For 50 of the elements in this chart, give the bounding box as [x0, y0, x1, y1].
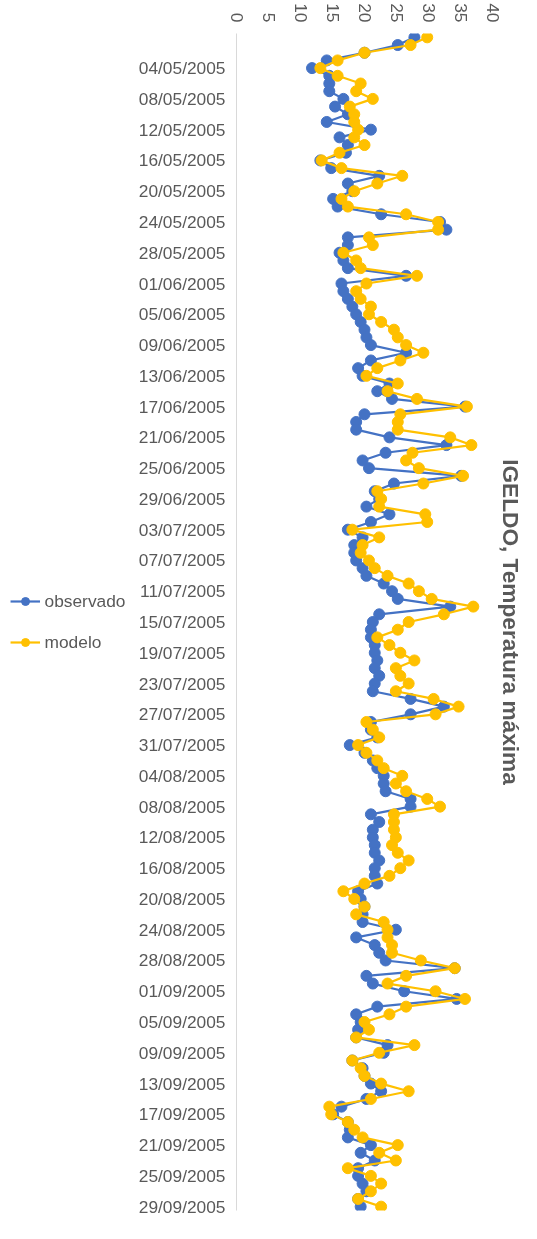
y-tick-label: 20/05/2005	[138, 181, 226, 202]
y-tick-label: 13/06/2005	[138, 365, 226, 386]
text: IGELDO, Temperatura máxima	[497, 459, 524, 786]
y-tick-label: 08/05/2005	[138, 88, 226, 109]
legend-label: observado	[44, 590, 126, 612]
y-tick-label: 17/06/2005	[138, 396, 226, 417]
y-tick-label: 04/05/2005	[138, 58, 226, 79]
y-tick-label: 09/06/2005	[138, 335, 226, 356]
y-tick-label: 12/05/2005	[138, 119, 226, 140]
y-tick-label: 23/07/2005	[138, 673, 226, 694]
y-tick-label: 05/06/2005	[138, 304, 226, 325]
y-tick-label: 15/07/2005	[138, 612, 226, 632]
y-tick-label: 24/05/2005	[138, 211, 226, 232]
y-tick-label: 21/06/2005	[138, 427, 226, 448]
y-tick-label: 01/09/2005	[138, 981, 226, 1002]
x-tick-label: 30	[418, 3, 439, 23]
y-tick-label: 31/07/2005	[138, 735, 226, 756]
y-tick-label: 24/08/2005	[138, 919, 226, 940]
y-tick-label: 08/08/2005	[138, 796, 226, 817]
x-tick-label: 15	[322, 3, 343, 23]
y-tick-label: 03/07/2005	[138, 519, 226, 540]
y-tick-label: 17/09/2005	[138, 1104, 226, 1125]
y-tick-label: 12/08/2005	[138, 827, 226, 848]
y-tick-label: 16/05/2005	[138, 150, 226, 171]
y-tick-label: 25/09/2005	[138, 1165, 226, 1186]
y-tick-label: 19/07/2005	[138, 642, 226, 663]
x-tick-label: 5	[258, 12, 279, 23]
y-tick-label: 29/06/2005	[138, 488, 226, 509]
y-tick-label: 28/08/2005	[138, 950, 226, 971]
y-tick-label: 21/09/2005	[138, 1135, 226, 1156]
y-tick-label: 09/09/2005	[138, 1042, 226, 1063]
y-tick-label: 16/08/2005	[138, 858, 226, 879]
y-tick-label: 27/07/2005	[138, 704, 226, 725]
x-tick-label: 0	[226, 12, 247, 23]
y-tick-label: 20/08/2005	[138, 888, 226, 909]
y-tick-label: 07/07/2005	[138, 550, 226, 571]
x-tick-label: 35	[450, 3, 471, 23]
y-tick-label: 28/05/2005	[138, 242, 226, 263]
y-tick-label: 13/09/2005	[138, 1073, 226, 1094]
x-tick-label: 40	[482, 3, 503, 23]
y-tick-label: 01/06/2005	[138, 273, 226, 294]
y-tick-label: 04/08/2005	[138, 765, 226, 786]
y-tick-label: 29/09/2005	[138, 1196, 226, 1217]
x-tick-label: 20	[354, 3, 375, 23]
x-tick-label: 10	[290, 3, 311, 23]
legend-label: modelo	[44, 631, 102, 653]
y-tick-label: 11/07/2005	[140, 581, 226, 602]
y-tick-label: 25/06/2005	[138, 458, 226, 479]
x-tick-label: 25	[386, 3, 407, 23]
y-tick-label: 05/09/2005	[138, 1012, 226, 1033]
